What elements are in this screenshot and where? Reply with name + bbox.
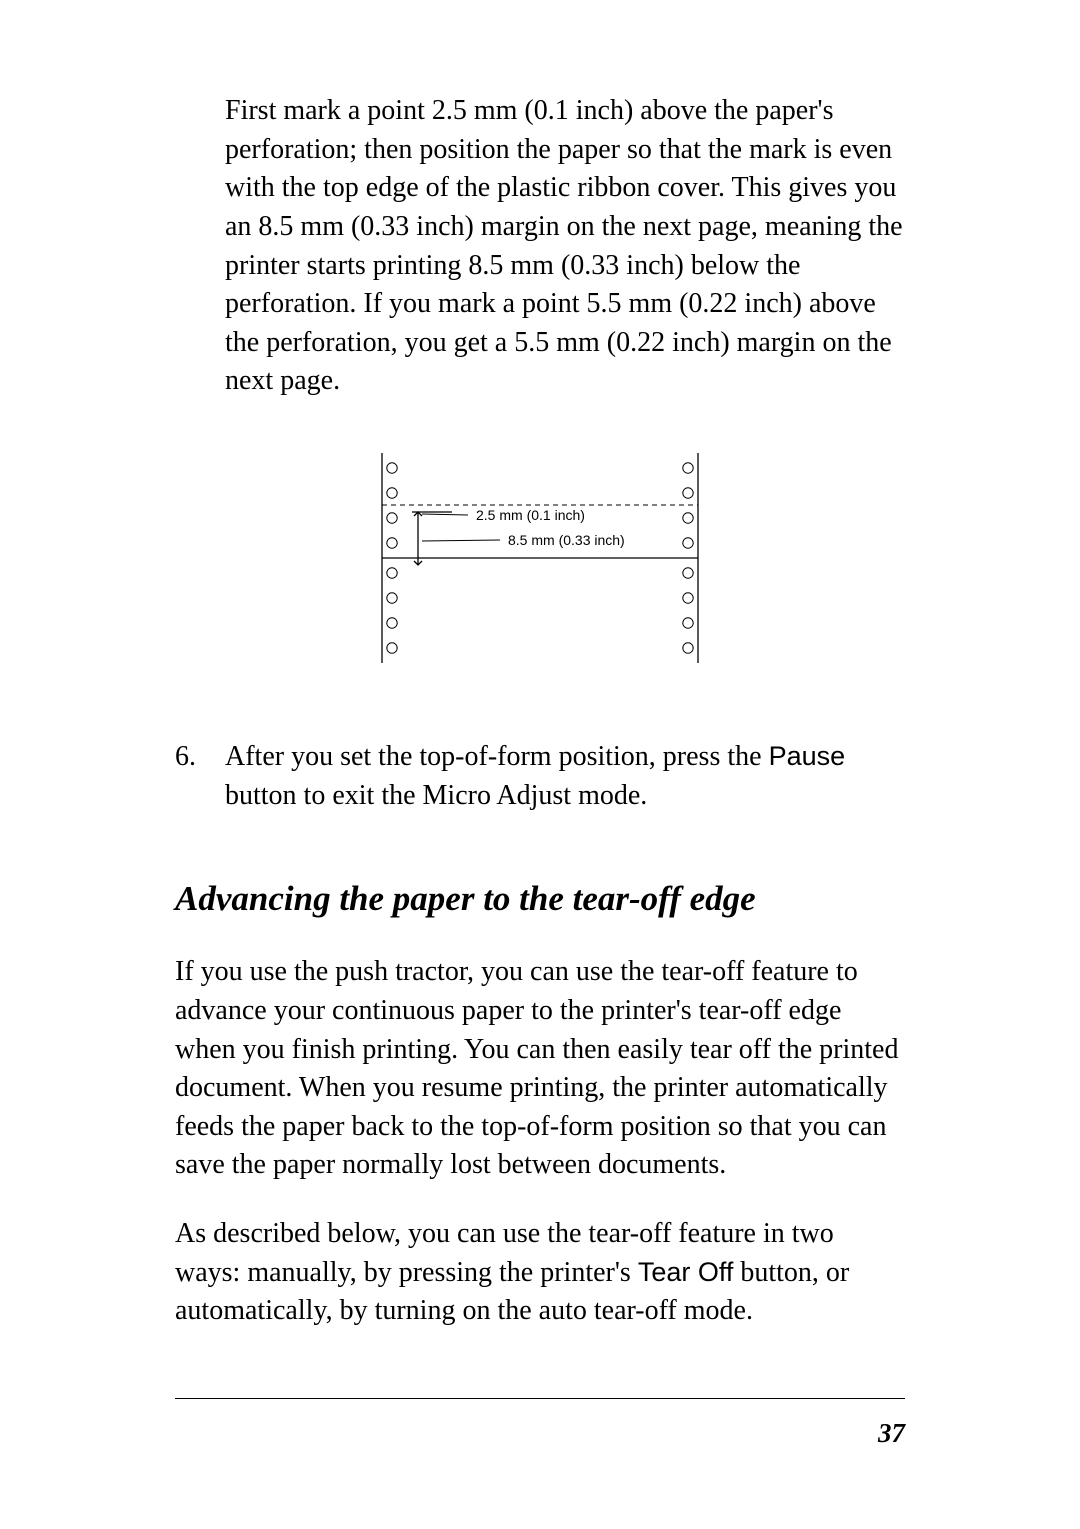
paragraph-1: First mark a point 2.5 mm (0.1 inch) abo… [225, 92, 905, 401]
page-number: 37 [878, 1418, 905, 1449]
tear-off-button-label: Tear Off [638, 1257, 734, 1287]
diagram-container: 2.5 mm (0.1 inch) 8.5 mm (0.33 inch) [175, 453, 905, 668]
paragraph-3: As described below, you can use the tear… [175, 1215, 905, 1331]
page: First mark a point 2.5 mm (0.1 inch) abo… [0, 0, 1080, 1529]
pause-button-label: Pause [769, 741, 846, 771]
svg-text:2.5 mm (0.1 inch): 2.5 mm (0.1 inch) [476, 507, 585, 523]
step-6: 6. After you set the top-of-form positio… [175, 738, 905, 815]
svg-text:8.5 mm (0.33 inch): 8.5 mm (0.33 inch) [508, 532, 625, 548]
paragraph-2: If you use the push tractor, you can use… [175, 953, 905, 1185]
paper-margin-diagram: 2.5 mm (0.1 inch) 8.5 mm (0.33 inch) [370, 453, 710, 663]
step-6-text-b: button to exit the Micro Adjust mode. [225, 780, 647, 811]
footer-rule [175, 1398, 905, 1399]
step-6-number: 6. [175, 738, 225, 815]
heading-advancing: Advancing the paper to the tear-off edge [175, 879, 905, 919]
step-6-text: After you set the top-of-form position, … [225, 738, 905, 815]
step-6-text-a: After you set the top-of-form position, … [225, 741, 769, 772]
